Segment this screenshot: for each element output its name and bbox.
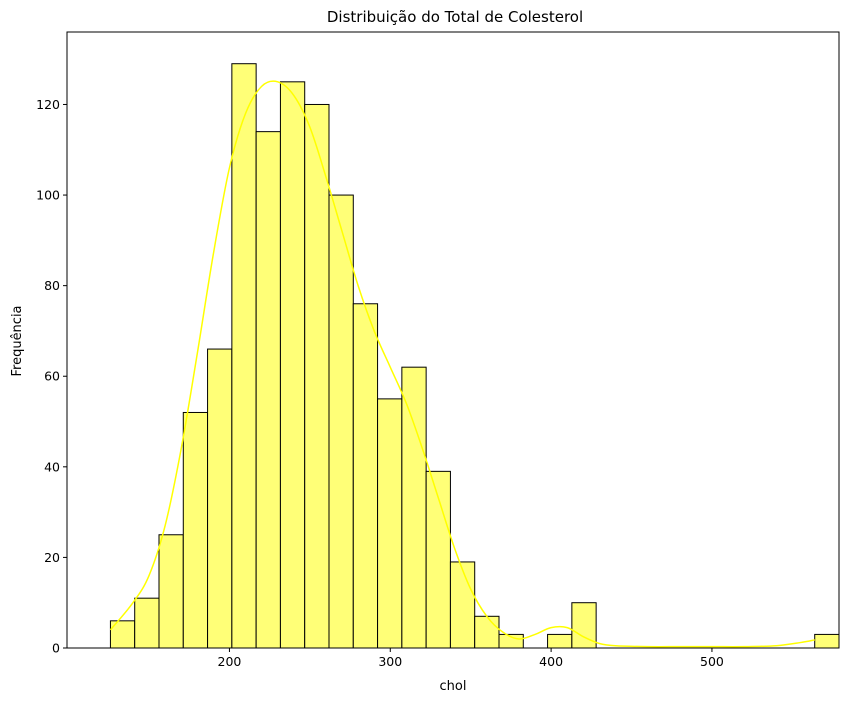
y-tick-label: 100 <box>36 188 60 203</box>
y-tick-label: 60 <box>44 369 60 384</box>
y-tick-label: 40 <box>44 459 60 474</box>
histogram-bar <box>449 561 476 649</box>
histogram-bar <box>814 633 840 649</box>
x-tick-label: 300 <box>378 654 402 669</box>
plot-frame <box>66 31 840 649</box>
y-axis-label: Frequência <box>10 305 25 376</box>
histogram-bar <box>328 194 354 649</box>
bars-group <box>109 63 840 649</box>
x-tick-label: 500 <box>700 654 724 669</box>
chart-title: Distribuição do Total de Colesterol <box>327 8 583 26</box>
histogram-bar <box>352 303 379 649</box>
histogram-bar <box>377 398 403 649</box>
x-axis: 200 300 400 500 <box>218 648 724 669</box>
histogram-bar <box>279 81 306 649</box>
x-axis-label: chol <box>440 679 467 694</box>
histogram-bar <box>158 534 184 649</box>
histogram-bar <box>474 615 500 649</box>
histogram-bar <box>304 103 330 649</box>
y-tick-label: 0 <box>52 641 60 656</box>
x-tick-label: 200 <box>218 654 242 669</box>
histogram-bar <box>255 131 281 649</box>
histogram-bar <box>425 470 451 649</box>
histogram-bar <box>134 597 160 649</box>
y-tick-label: 80 <box>44 278 60 293</box>
histogram-bar <box>547 633 573 649</box>
histogram-bar <box>182 411 209 649</box>
x-tick-label: 400 <box>539 654 563 669</box>
y-axis: 0 20 40 60 80 100 120 <box>36 97 67 656</box>
y-tick-label: 120 <box>36 97 60 112</box>
histogram-bar <box>401 366 427 649</box>
kde-line <box>109 80 816 648</box>
histogram-bar <box>231 63 257 649</box>
y-tick-label: 20 <box>44 550 60 565</box>
histogram-bar <box>207 348 233 649</box>
